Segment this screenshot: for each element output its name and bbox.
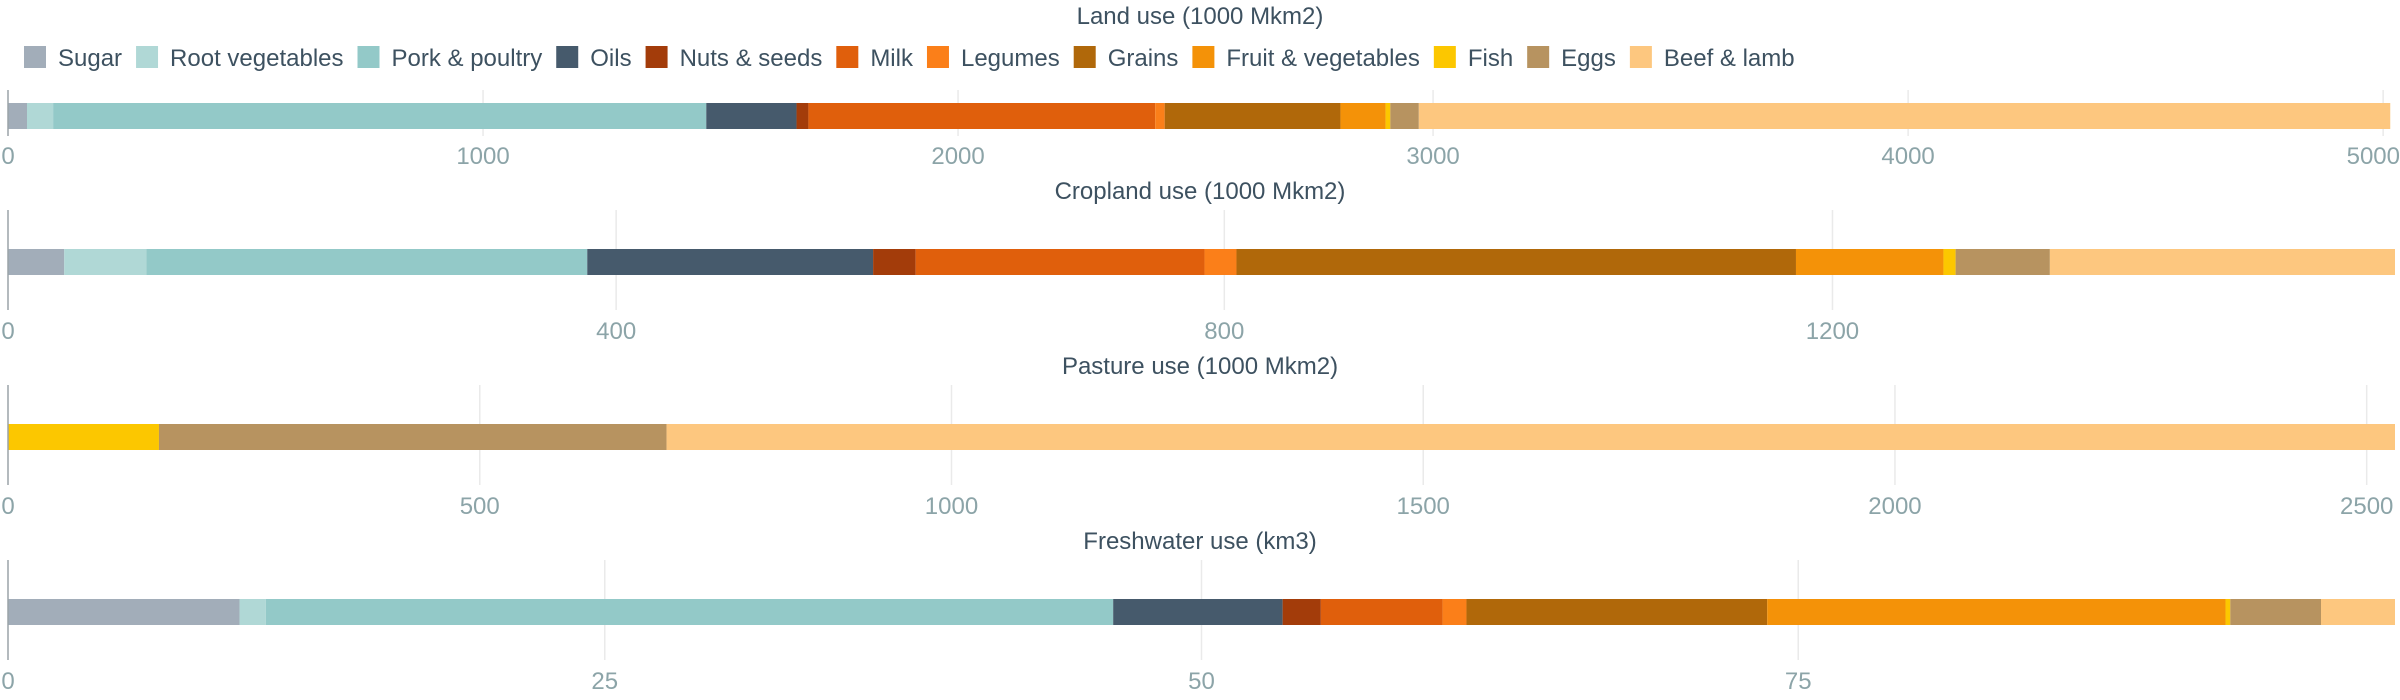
bar-segment-1-8 — [1795, 249, 1944, 275]
legend-swatch-3 — [556, 46, 579, 68]
tick-label-2-5: 2500 — [2340, 493, 2393, 520]
panel-title-1: Cropland use (1000 Mkm2) — [1055, 178, 1346, 205]
bar-segment-2-10 — [158, 424, 667, 450]
tick-label-2-2: 1000 — [925, 493, 978, 520]
bar-segment-3-6 — [1442, 599, 1467, 625]
bar-segment-0-11 — [1418, 103, 2391, 129]
legend-label-7: Grains — [1108, 45, 1179, 72]
legend-swatch-1 — [136, 46, 159, 68]
bar-segment-1-6 — [1204, 249, 1237, 275]
tick-label-2-1: 500 — [460, 493, 500, 520]
legend-label-4: Nuts & seeds — [680, 45, 823, 72]
bar-segment-0-10 — [1390, 103, 1419, 129]
legend-label-8: Fruit & vegetables — [1226, 45, 1419, 72]
bar-segment-1-2 — [146, 249, 588, 275]
tick-label-0-3: 3000 — [1406, 143, 1459, 170]
bar-segment-1-0 — [8, 249, 65, 275]
bar-segment-3-0 — [8, 599, 240, 625]
tick-label-3-0: 0 — [1, 668, 14, 695]
legend-label-11: Beef & lamb — [1664, 45, 1795, 72]
tick-label-1-0: 0 — [1, 318, 14, 345]
panel-title-0: Land use (1000 Mkm2) — [1077, 3, 1324, 30]
legend-label-1: Root vegetables — [170, 45, 343, 72]
legend-swatch-9 — [1433, 46, 1456, 68]
tick-label-1-1: 400 — [596, 318, 636, 345]
tick-label-3-1: 25 — [591, 668, 618, 695]
tick-label-0-2: 2000 — [931, 143, 984, 170]
tick-label-2-4: 2000 — [1868, 493, 1921, 520]
tick-label-3-3: 75 — [1785, 668, 1812, 695]
panel-title-2: Pasture use (1000 Mkm2) — [1062, 353, 1338, 380]
bar-segment-3-9 — [2225, 599, 2231, 625]
legend-label-2: Pork & poultry — [392, 45, 543, 72]
bar-segment-1-10 — [1955, 249, 2050, 275]
legend-label-3: Oils — [590, 45, 631, 72]
bar-segment-0-4 — [796, 103, 809, 129]
legend-swatch-5 — [836, 46, 859, 68]
legend-swatch-10 — [1527, 46, 1550, 68]
tick-label-0-5: 5000 — [2347, 143, 2400, 170]
bar-segment-0-9 — [1385, 103, 1391, 129]
bar-segment-3-5 — [1320, 599, 1443, 625]
legend-swatch-0 — [24, 46, 46, 68]
bar-segment-3-1 — [239, 599, 266, 625]
legend-label-0: Sugar — [58, 45, 122, 72]
bar-segment-1-5 — [915, 249, 1205, 275]
panel-title-3: Freshwater use (km3) — [1083, 528, 1316, 555]
bar-segment-0-7 — [1164, 103, 1341, 129]
legend-swatch-7 — [1073, 46, 1096, 68]
legend-swatch-2 — [357, 46, 380, 68]
legend-label-9: Fish — [1468, 45, 1513, 72]
bar-segment-2-11 — [666, 424, 2395, 450]
bar-segment-1-3 — [587, 249, 874, 275]
bar-segment-0-0 — [8, 103, 28, 129]
tick-label-0-4: 4000 — [1881, 143, 1934, 170]
bar-segment-1-7 — [1236, 249, 1796, 275]
bar-segment-0-2 — [53, 103, 707, 129]
bar-segment-0-5 — [808, 103, 1156, 129]
legend-label-5: Milk — [870, 45, 914, 72]
tick-label-1-2: 800 — [1204, 318, 1244, 345]
tick-label-1-3: 1200 — [1806, 318, 1859, 345]
tick-label-2-0: 0 — [1, 493, 14, 520]
bar-segment-3-7 — [1466, 599, 1768, 625]
legend-label-6: Legumes — [961, 45, 1060, 72]
bar-segment-3-3 — [1113, 599, 1283, 625]
tick-label-0-0: 0 — [1, 143, 14, 170]
bar-segment-1-9 — [1943, 249, 1956, 275]
bar-segment-1-11 — [2049, 249, 2395, 275]
legend-swatch-4 — [645, 46, 668, 68]
tick-label-2-3: 1500 — [1397, 493, 1450, 520]
bar-segment-3-11 — [2321, 599, 2395, 625]
bar-segment-3-10 — [2230, 599, 2322, 625]
tick-label-0-1: 1000 — [456, 143, 509, 170]
bar-segment-3-2 — [265, 599, 1114, 625]
bar-segment-3-8 — [1767, 599, 2226, 625]
legend-swatch-11 — [1629, 46, 1652, 68]
bar-segment-0-1 — [27, 103, 54, 129]
legend-label-10: Eggs — [1561, 45, 1616, 72]
legend-swatch-8 — [1192, 46, 1215, 68]
bar-segment-1-1 — [64, 249, 147, 275]
bar-segment-1-4 — [873, 249, 916, 275]
bar-segment-0-3 — [706, 103, 797, 129]
bar-segment-2-9 — [8, 424, 159, 450]
bar-segment-3-4 — [1282, 599, 1321, 625]
bar-segment-0-8 — [1340, 103, 1386, 129]
legend-swatch-6 — [926, 46, 949, 68]
tick-label-3-2: 50 — [1188, 668, 1215, 695]
bar-segment-0-6 — [1155, 103, 1165, 129]
